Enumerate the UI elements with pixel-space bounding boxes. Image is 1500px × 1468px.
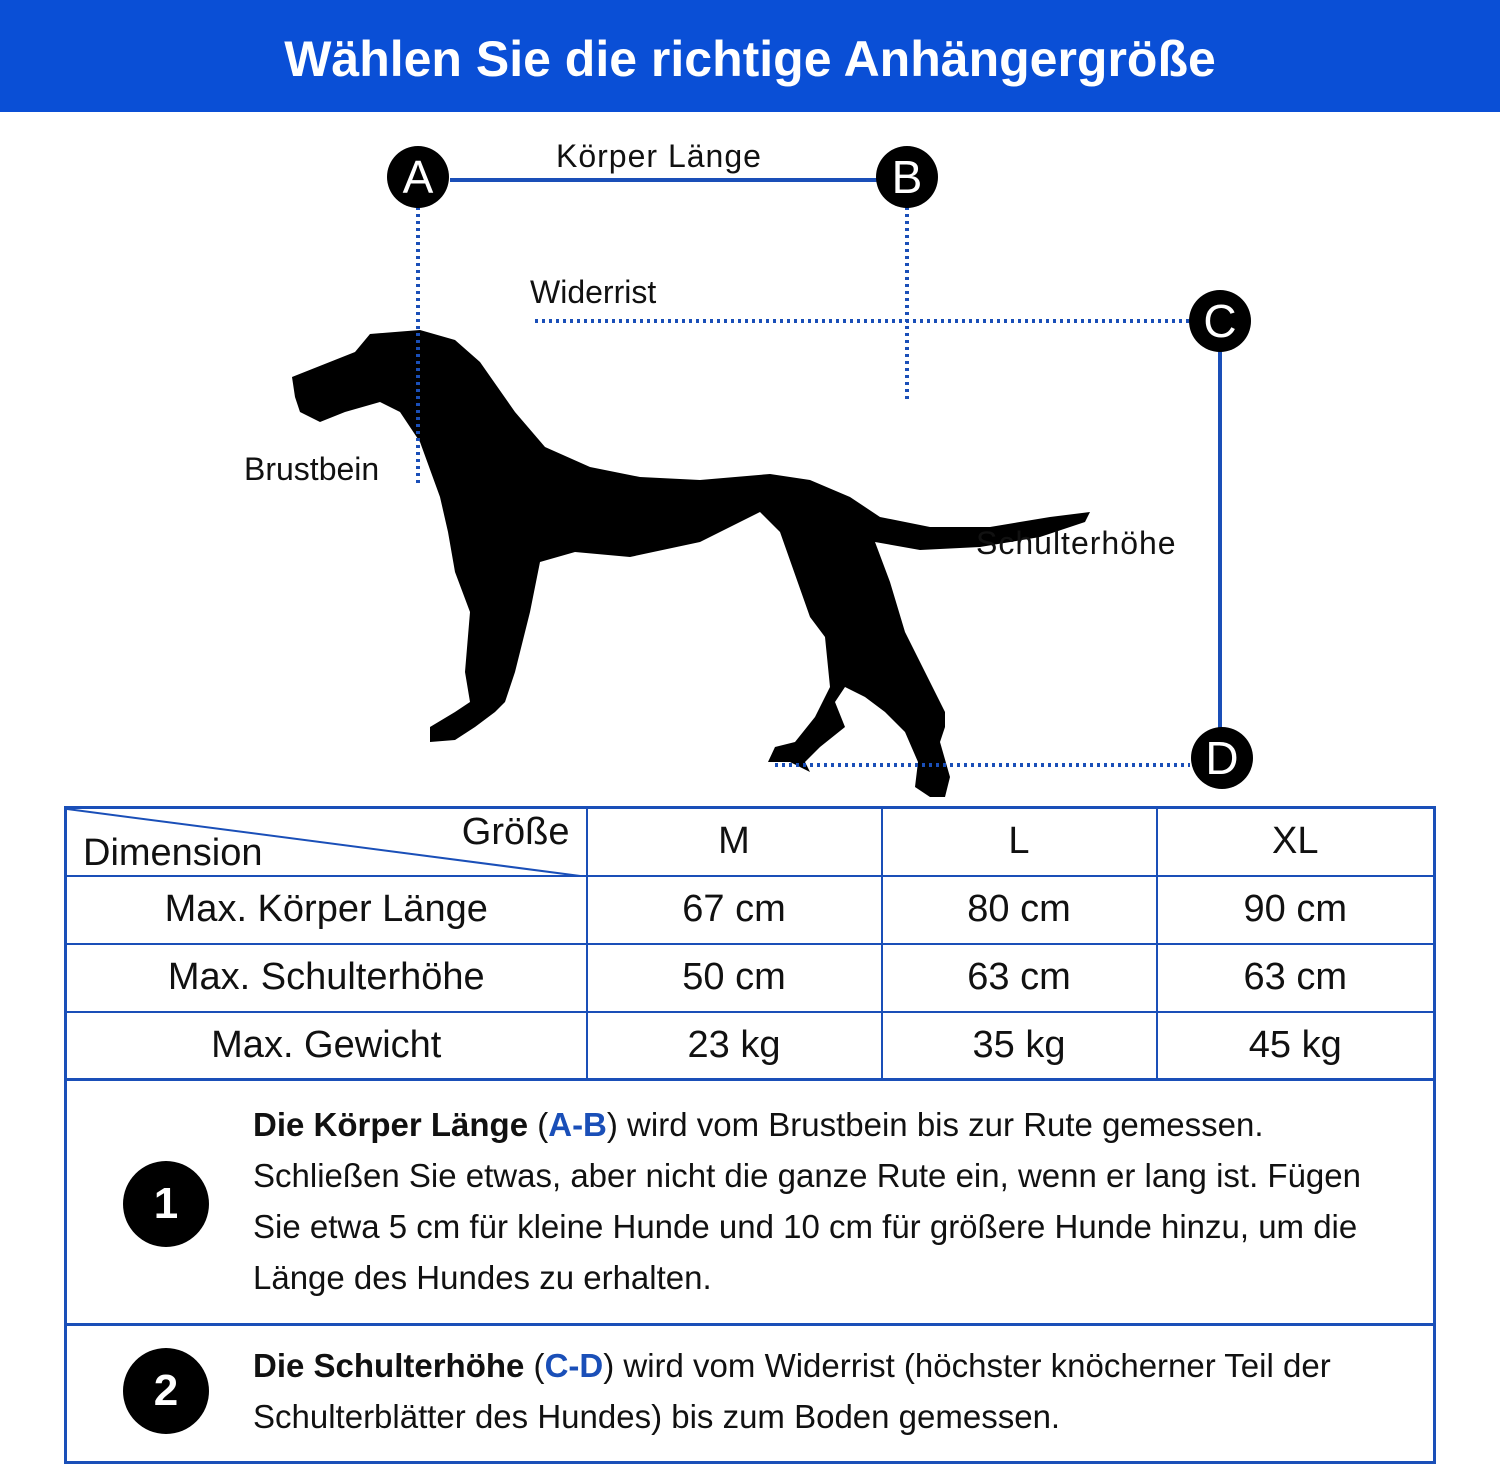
- paren: (: [528, 1106, 549, 1143]
- dimension-header: Dimension: [83, 831, 263, 874]
- paren: ): [606, 1106, 618, 1143]
- size-table: Größe Dimension M L XL Max. Körper Länge…: [64, 806, 1436, 1081]
- cell: 45 kg: [1155, 1010, 1436, 1081]
- table-row: Max. Schulterhöhe 50 cm 63 cm 63 cm: [64, 942, 1436, 1013]
- sternum-label: Brustbein: [244, 451, 380, 487]
- table-row: Max. Körper Länge 67 cm 80 cm 90 cm: [64, 874, 1436, 945]
- point-d-marker: D: [1191, 727, 1253, 789]
- code: C-D: [544, 1347, 604, 1384]
- point-c-marker: C: [1189, 290, 1251, 352]
- cell: 63 cm: [1155, 942, 1436, 1013]
- note-1: 1 Die Körper Länge (A-B) wird vom Brustb…: [64, 1081, 1436, 1326]
- page-title: Wählen Sie die richtige Anhängergröße: [0, 0, 1500, 112]
- note-rest: wird vom Widerrist (höchster knöcherner …: [253, 1347, 1331, 1435]
- withers-label: Widerrist: [530, 274, 657, 310]
- code: A-B: [548, 1106, 607, 1143]
- point-a-marker: A: [387, 146, 449, 208]
- paren: (: [524, 1347, 545, 1384]
- size-l-header: L: [880, 806, 1158, 877]
- dog-measurement-diagram: [292, 178, 1222, 797]
- cell: 90 cm: [1155, 874, 1436, 945]
- size-m-header: M: [585, 806, 883, 877]
- size-header: Größe: [461, 811, 570, 853]
- note-bold: Die Schulterhöhe: [253, 1347, 525, 1384]
- note-bold: Die Körper Länge: [253, 1106, 529, 1143]
- note-1-text: Die Körper Länge (A-B) wird vom Brustbei…: [253, 1099, 1413, 1303]
- shoulder-height-label: Schulterhöhe: [976, 525, 1177, 561]
- point-b-marker: B: [876, 146, 938, 208]
- table-row: Max. Gewicht 23 kg 35 kg 45 kg: [64, 1010, 1436, 1081]
- cell: 23 kg: [585, 1010, 883, 1081]
- cell: 35 kg: [880, 1010, 1158, 1081]
- note-rest: wird vom Brustbein bis zur Rute gemessen…: [253, 1106, 1361, 1296]
- row-label: Max. Körper Länge: [64, 874, 588, 945]
- cell: 63 cm: [880, 942, 1158, 1013]
- cell: 67 cm: [585, 874, 883, 945]
- table-header-row: Größe Dimension M L XL: [64, 806, 1436, 877]
- cell: 50 cm: [585, 942, 883, 1013]
- step-2-badge: 2: [123, 1348, 209, 1434]
- note-2-text: Die Schulterhöhe (C-D) wird vom Widerris…: [253, 1340, 1413, 1442]
- dog-silhouette: [292, 330, 1090, 797]
- size-xl-header: XL: [1155, 806, 1436, 877]
- row-label: Max. Gewicht: [64, 1010, 588, 1081]
- body-length-label: Körper Länge: [556, 138, 762, 174]
- step-1-badge: 1: [123, 1161, 209, 1247]
- paren: ): [603, 1347, 615, 1384]
- corner-diagonal: [67, 809, 588, 877]
- corner-cell: Größe Dimension: [64, 806, 588, 877]
- note-2: 2 Die Schulterhöhe (C-D) wird vom Widerr…: [64, 1326, 1436, 1464]
- cell: 80 cm: [880, 874, 1158, 945]
- row-label: Max. Schulterhöhe: [64, 942, 588, 1013]
